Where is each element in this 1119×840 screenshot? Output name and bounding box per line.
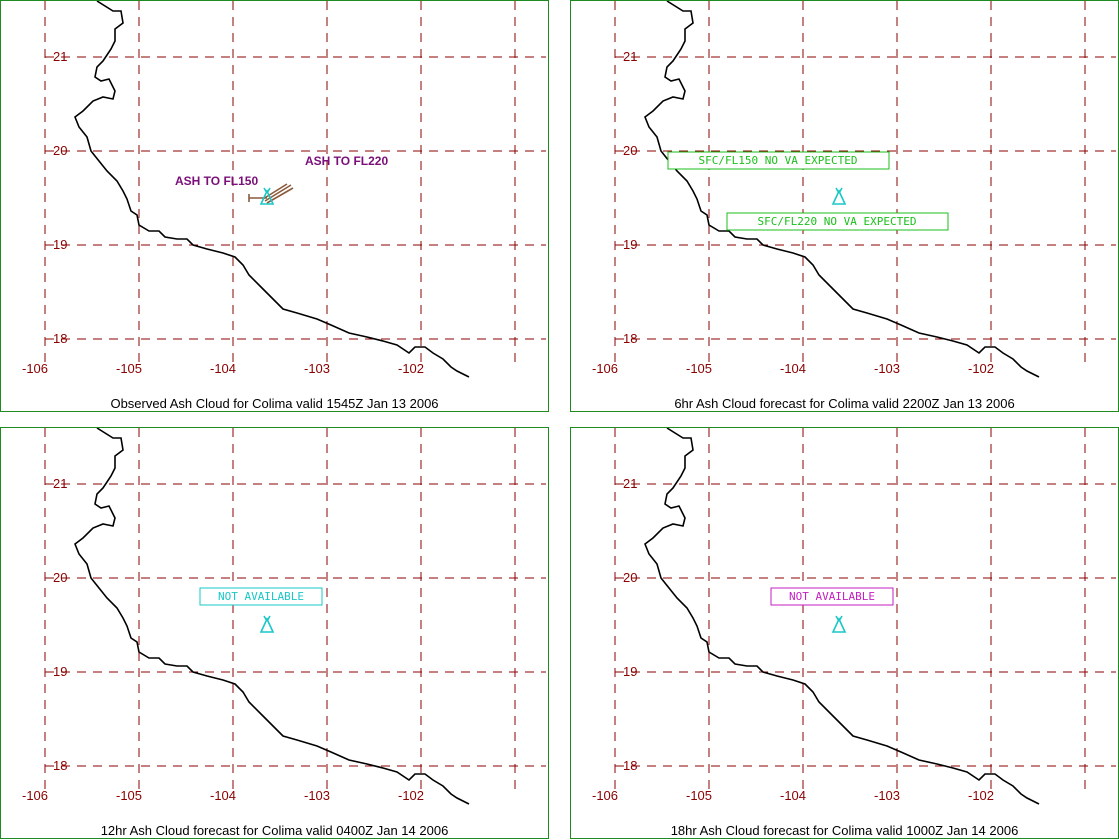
forecast-box-label: NOT AVAILABLE: [218, 590, 304, 603]
lat-label: 21: [623, 49, 637, 64]
lat-label: 19: [623, 237, 637, 252]
lat-label: 21: [623, 476, 637, 491]
forecast-box: [726, 212, 949, 231]
lon-label: -105: [116, 361, 142, 376]
lat-label: 19: [53, 237, 67, 252]
lat-label: 20: [623, 570, 637, 585]
lon-label: -106: [592, 361, 618, 376]
forecast-box: [770, 587, 894, 606]
lon-label: -106: [22, 361, 48, 376]
map-panel-observed: -106 -105 -104 -103 -102 21 20 19 18 ASH…: [0, 0, 549, 412]
lon-label: -102: [398, 361, 424, 376]
lon-label: -104: [210, 361, 236, 376]
lon-label: -104: [780, 361, 806, 376]
lon-tick-labels: -106 -105 -104 -103 -102: [592, 788, 994, 803]
lat-tick-labels: 21 20 19 18: [623, 49, 637, 346]
lon-tick-labels: -106 -105 -104 -103 -102: [22, 361, 424, 376]
volcano-icon: [831, 615, 847, 633]
coastline: [74, 1, 470, 378]
lat-tick-labels: 21 20 19 18: [53, 476, 67, 773]
map-canvas: -106 -105 -104 -103 -102 21 20 19 18 NOT…: [22, 428, 546, 805]
map-canvas: -106 -105 -104 -103 -102 21 20 19 18 NOT…: [592, 428, 1116, 805]
lon-label: -103: [874, 361, 900, 376]
forecast-box-label: NOT AVAILABLE: [789, 590, 875, 603]
forecast-box-label: SFC/FL150 NO VA EXPECTED: [699, 154, 858, 167]
lon-label: -103: [304, 361, 330, 376]
map-panel-12hr: -106 -105 -104 -103 -102 21 20 19 18 NOT…: [0, 427, 549, 839]
forecast-box-label: SFC/FL220 NO VA EXPECTED: [758, 215, 917, 228]
lat-tick-labels: 21 20 19 18: [53, 49, 67, 346]
lat-label: 18: [623, 331, 637, 346]
coastline: [644, 428, 1040, 805]
map-panel-18hr: -106 -105 -104 -103 -102 21 20 19 18 NOT…: [570, 427, 1119, 839]
lat-label: 19: [623, 664, 637, 679]
lat-label: 21: [53, 476, 67, 491]
lat-label: 18: [623, 758, 637, 773]
forecast-box: [199, 587, 323, 606]
forecast-box: [667, 151, 890, 170]
volcano-icon: [259, 187, 275, 205]
lon-label: -104: [780, 788, 806, 803]
lon-label: -102: [968, 361, 994, 376]
ash-label-fl150: ASH TO FL150: [175, 174, 258, 188]
lat-label: 18: [53, 758, 67, 773]
coastline: [644, 1, 1040, 378]
lat-label: 20: [53, 143, 67, 158]
lon-label: -103: [874, 788, 900, 803]
ash-label-fl220: ASH TO FL220: [305, 154, 388, 168]
lon-label: -104: [210, 788, 236, 803]
panel-caption: 12hr Ash Cloud forecast for Colima valid…: [100, 823, 449, 838]
lon-label: -103: [304, 788, 330, 803]
volcano-icon: [259, 615, 275, 633]
lat-label: 21: [53, 49, 67, 64]
lon-tick-labels: -106 -105 -104 -103 -102: [22, 788, 424, 803]
lon-tick-labels: -106 -105 -104 -103 -102: [592, 361, 994, 376]
volcano-icon: [831, 187, 847, 205]
lon-label: -105: [116, 788, 142, 803]
map-canvas: -106 -105 -104 -103 -102 21 20 19 18 SFC…: [592, 1, 1116, 378]
lon-label: -105: [686, 788, 712, 803]
lon-label: -106: [22, 788, 48, 803]
lon-label: -102: [968, 788, 994, 803]
panel-caption: Observed Ash Cloud for Colima valid 1545…: [110, 396, 439, 411]
lon-label: -102: [398, 788, 424, 803]
lat-label: 20: [53, 570, 67, 585]
lon-label: -106: [592, 788, 618, 803]
lat-label: 18: [53, 331, 67, 346]
panel-caption: 18hr Ash Cloud forecast for Colima valid…: [670, 823, 1019, 838]
lat-label: 20: [623, 143, 637, 158]
map-panel-6hr: -106 -105 -104 -103 -102 21 20 19 18 SFC…: [570, 0, 1119, 412]
lat-label: 19: [53, 664, 67, 679]
lon-label: -105: [686, 361, 712, 376]
map-canvas: -106 -105 -104 -103 -102 21 20 19 18 ASH…: [22, 1, 546, 378]
coastline: [74, 428, 470, 805]
panel-caption: 6hr Ash Cloud forecast for Colima valid …: [674, 396, 1015, 411]
lat-tick-labels: 21 20 19 18: [623, 476, 637, 773]
